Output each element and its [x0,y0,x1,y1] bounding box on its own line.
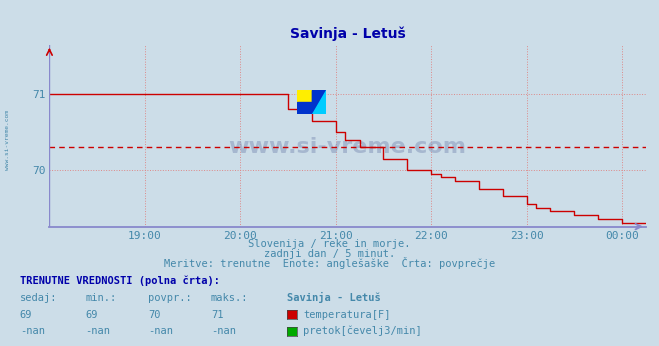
Text: povpr.:: povpr.: [148,293,192,303]
Text: -nan: -nan [148,326,173,336]
Text: 69: 69 [86,310,98,320]
Text: 69: 69 [20,310,32,320]
Polygon shape [312,90,326,114]
Text: -nan: -nan [211,326,236,336]
Text: www.si-vreme.com: www.si-vreme.com [229,137,467,157]
Title: Savinja - Letuš: Savinja - Letuš [290,27,405,41]
Text: 71: 71 [211,310,223,320]
Text: -nan: -nan [86,326,111,336]
Text: 70: 70 [148,310,161,320]
Polygon shape [312,90,326,114]
Bar [297,90,312,102]
Text: maks.:: maks.: [211,293,248,303]
Bar [297,102,312,114]
Text: TRENUTNE VREDNOSTI (polna črta):: TRENUTNE VREDNOSTI (polna črta): [20,276,219,286]
Text: min.:: min.: [86,293,117,303]
Text: Slovenija / reke in morje.: Slovenija / reke in morje. [248,239,411,249]
Text: Meritve: trenutne  Enote: anglešaške  Črta: povprečje: Meritve: trenutne Enote: anglešaške Črta… [164,257,495,269]
Text: temperatura[F]: temperatura[F] [303,310,391,320]
Text: -nan: -nan [20,326,45,336]
Bar [312,90,326,102]
Bar [312,102,326,114]
Text: Savinja - Letuš: Savinja - Letuš [287,292,380,303]
Text: sedaj:: sedaj: [20,293,57,303]
Text: pretok[čevelj3/min]: pretok[čevelj3/min] [303,326,422,336]
Text: zadnji dan / 5 minut.: zadnji dan / 5 minut. [264,249,395,259]
Text: www.si-vreme.com: www.si-vreme.com [5,110,11,170]
